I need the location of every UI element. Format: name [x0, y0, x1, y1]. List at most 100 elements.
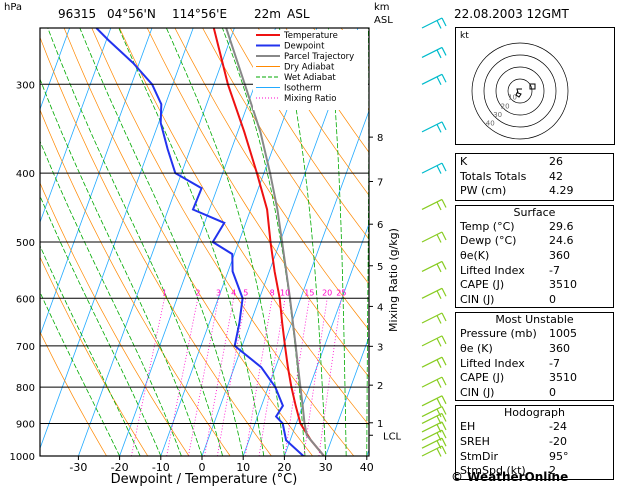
legend-label: Dry Adiabat: [284, 63, 335, 73]
most-unstable-value: 1005: [549, 327, 577, 341]
km-tick-label: 1: [377, 419, 383, 430]
wind-barb: [421, 376, 447, 388]
index-row: Totals Totals 42: [456, 170, 613, 185]
hodograph-ring-label: 20: [501, 102, 510, 110]
most-unstable-label: CAPE (J): [460, 371, 505, 385]
most-unstable-value: 0: [549, 385, 556, 399]
mixing-ratio-label: 15: [304, 288, 314, 297]
pressure-tick-label: 1000: [10, 452, 35, 463]
hodograph-stat-value: -24: [549, 420, 567, 434]
station-lon: 114°56'E: [172, 7, 228, 21]
mixing-ratio-label: 8: [270, 288, 275, 297]
x-tick-label: 20: [277, 461, 291, 474]
hodograph-ring: [483, 54, 557, 128]
dry-adiabat-line: [40, 331, 107, 456]
date-time: 22.08.2003 12GMT: [454, 7, 569, 21]
x-tick-label: 30: [319, 461, 333, 474]
surface-row: Temp (°C) 29.6: [456, 220, 613, 235]
hodograph-stat-value: 2: [549, 464, 556, 478]
surface-value: 3510: [549, 278, 577, 292]
hodograph-ring: [507, 78, 533, 104]
mixing-ratio-label: 2: [195, 288, 200, 297]
legend-label: Temperature: [283, 31, 338, 41]
surface-label: CAPE (J): [460, 278, 505, 292]
hodograph-ring-label: 30: [493, 111, 502, 119]
km-tick-label: 3: [377, 342, 383, 353]
wet-adiabat-line: [279, 28, 326, 456]
surface-label: Lifted Index: [460, 263, 525, 277]
dry-adiabat-line: [63, 28, 313, 456]
surface-title: Surface: [513, 205, 556, 219]
wind-barb: [421, 46, 447, 59]
surface-label: Temp (°C): [460, 219, 515, 233]
surface-table: Surface Temp (°C) 29.6 Dewp (°C) 24.6 θe(K) 3…: [455, 204, 614, 309]
hodograph-stat-row: StmDir 95°: [456, 450, 613, 465]
wind-barb: [421, 198, 447, 211]
most-unstable-row: Pressure (mb) 1005: [456, 327, 613, 342]
km-tick-label: 7: [377, 177, 383, 188]
lcl-label: LCL: [383, 431, 402, 442]
index-value: 4.29: [549, 184, 574, 198]
legend-label: Isotherm: [284, 84, 322, 94]
most-unstable-table: Most Unstable Pressure (mb) 1005 θe (K) 360…: [455, 312, 614, 402]
indices-table: K 26 Totals Totals 42 PW (cm) 4.29: [455, 153, 614, 201]
km-tick-label: 6: [377, 220, 383, 231]
pressure-tick-label: 400: [16, 169, 35, 180]
wet-adiabat-line: [40, 78, 203, 456]
legend-label: Wet Adiabat: [284, 73, 336, 83]
wet-adiabat-line: [118, 28, 265, 456]
storm-motion-marker: [529, 83, 536, 90]
dry-adiabat-line: [40, 109, 231, 456]
wind-barb: [421, 231, 447, 243]
dry-adiabat-line: [202, 28, 369, 285]
surface-row: Dewp (°C) 24.6: [456, 234, 613, 249]
isotherm-line: [40, 28, 112, 224]
km-tick-label: 8: [377, 133, 383, 144]
hodograph-table: Hodograph EH -24 SREH -20 StmDir 95° StmSpd (k…: [455, 405, 614, 480]
indices-panel: K 26 Totals Totals 42 PW (cm) 4.29 Surface Te…: [455, 153, 614, 480]
x-tick-label: -20: [111, 461, 129, 474]
surface-label: Dewp (°C): [460, 234, 517, 248]
surface-value: -7: [549, 263, 560, 277]
pressure-tick-label: 600: [16, 294, 35, 305]
most-unstable-value: 360: [549, 341, 570, 355]
station-elev-unit: ASL: [287, 7, 310, 21]
index-row: PW (cm) 4.29: [456, 184, 613, 199]
pressure-tick-label: 500: [16, 238, 35, 249]
index-label: PW (cm): [460, 184, 507, 198]
km-tick-label: 2: [377, 381, 383, 392]
pressure-tick-label: 800: [16, 383, 35, 394]
station-elev: 22m: [254, 7, 281, 21]
wind-barb: [421, 412, 447, 425]
dry-adiabat-line: [174, 28, 369, 331]
wet-adiabat-line: [40, 140, 182, 456]
wet-adiabat-line: [166, 28, 285, 456]
x-tick-label: 40: [360, 461, 374, 474]
surface-value: 24.6: [549, 234, 574, 248]
mixing-ratio-line: [204, 298, 235, 456]
wind-barb: [421, 429, 447, 441]
wet-adiabat-line: [328, 28, 347, 456]
dry-adiabat-line: [40, 182, 190, 456]
most-unstable-title: Most Unstable: [495, 313, 574, 327]
wind-barb: [421, 17, 447, 29]
wet-adiabat-line: [40, 195, 162, 456]
surface-row: CAPE (J) 3510: [456, 278, 613, 293]
credit: © WeatherOnline: [451, 470, 569, 484]
km-axis-label: km: [374, 2, 390, 13]
most-unstable-row: CAPE (J) 3510: [456, 371, 613, 386]
wind-barb: [421, 405, 447, 418]
station-id: 96315: [58, 7, 97, 21]
hodograph-stat-row: EH -24: [456, 420, 613, 435]
isotherm-line: [325, 335, 369, 456]
isotherm-line: [40, 28, 70, 111]
surface-row: CIN (J) 0: [456, 293, 613, 308]
x-tick-label: -10: [152, 461, 170, 474]
mixing-ratio-label: 3: [216, 288, 221, 297]
index-row: K 26: [456, 155, 613, 170]
hodograph-ring-label: 10: [508, 94, 517, 102]
hodograph-ring-label: 40: [486, 120, 495, 128]
